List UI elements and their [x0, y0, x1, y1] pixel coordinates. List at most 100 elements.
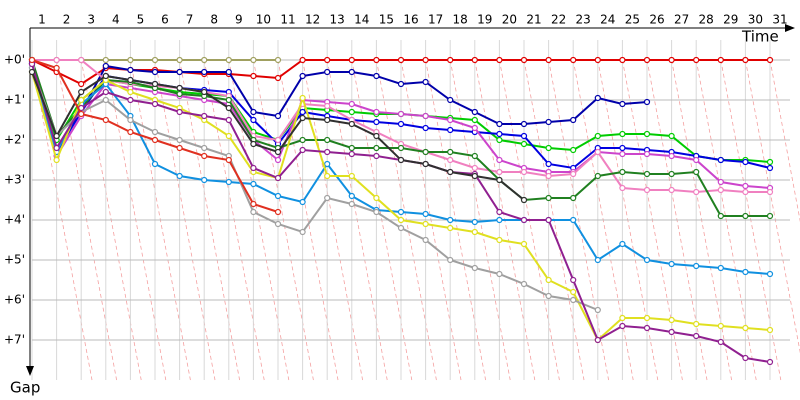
point — [201, 176, 208, 184]
point — [643, 314, 651, 322]
point — [594, 148, 601, 156]
point — [570, 170, 577, 178]
point — [643, 130, 651, 138]
point — [570, 276, 577, 284]
point — [520, 56, 528, 64]
point — [693, 262, 700, 270]
point — [545, 160, 552, 168]
x-tick-label: 6 — [161, 13, 169, 27]
point — [151, 128, 159, 136]
point — [176, 136, 183, 144]
x-tick-label: 19 — [477, 13, 492, 27]
point — [717, 186, 724, 194]
point — [348, 172, 355, 180]
point — [348, 108, 355, 116]
y-tick-label: +1' — [4, 93, 25, 107]
point — [742, 268, 749, 276]
point — [422, 160, 429, 168]
point — [397, 156, 405, 164]
point — [471, 264, 478, 272]
point — [250, 200, 257, 208]
point — [496, 176, 503, 184]
point — [471, 116, 478, 124]
point — [742, 324, 749, 332]
point — [324, 172, 331, 180]
point — [397, 208, 405, 216]
point — [447, 224, 454, 232]
point — [594, 336, 601, 344]
point — [274, 220, 282, 228]
point — [766, 212, 774, 220]
x-tick-label: 20 — [502, 13, 517, 27]
point — [545, 194, 552, 202]
point — [619, 314, 626, 322]
x-tick-label: 16 — [403, 13, 418, 27]
x-tick-label: 1 — [38, 13, 46, 27]
point — [693, 168, 700, 176]
point — [225, 178, 232, 186]
point — [496, 130, 503, 138]
point — [570, 116, 577, 124]
y-tick-label: +5' — [4, 253, 25, 267]
point — [643, 186, 651, 194]
point — [201, 112, 208, 120]
point — [496, 156, 503, 164]
point — [348, 68, 355, 76]
point — [668, 132, 675, 140]
x-tick-label: 3 — [87, 13, 95, 27]
point — [766, 164, 774, 172]
point — [742, 56, 749, 64]
point — [373, 152, 380, 160]
point — [717, 56, 724, 64]
point — [250, 56, 257, 64]
point — [53, 64, 60, 72]
point — [274, 148, 282, 156]
point — [151, 56, 159, 64]
point — [127, 116, 134, 124]
point — [348, 192, 355, 200]
point — [250, 164, 257, 172]
point — [151, 160, 159, 168]
point — [102, 116, 109, 124]
point — [176, 172, 183, 180]
point — [447, 216, 454, 224]
x-tick-label: 2 — [63, 13, 71, 27]
point — [397, 80, 405, 88]
point — [102, 56, 109, 64]
point — [668, 316, 675, 324]
point — [766, 326, 774, 334]
point — [274, 112, 282, 120]
series-line — [31, 67, 599, 311]
point — [422, 236, 429, 244]
point — [570, 146, 577, 154]
point — [447, 148, 454, 156]
point — [299, 114, 306, 122]
point — [151, 136, 159, 144]
point — [496, 270, 503, 278]
point — [520, 196, 528, 204]
point — [717, 264, 724, 272]
point — [176, 84, 183, 92]
point — [53, 56, 60, 64]
point — [348, 144, 355, 152]
point — [668, 260, 675, 268]
point — [127, 56, 134, 64]
point — [201, 68, 208, 76]
point — [422, 148, 429, 156]
point — [471, 164, 478, 172]
point — [324, 116, 331, 124]
point — [668, 152, 675, 160]
point — [496, 216, 503, 224]
point — [373, 108, 380, 116]
point — [176, 144, 183, 152]
point — [520, 140, 528, 148]
y-tick-label: +2' — [4, 133, 25, 147]
point — [78, 96, 85, 104]
point — [53, 144, 60, 152]
point — [176, 90, 183, 98]
x-tick-label: 5 — [137, 13, 145, 27]
point — [348, 100, 355, 108]
x-tick-label: 25 — [625, 13, 640, 27]
x-tick-label: 21 — [526, 13, 541, 27]
point — [643, 56, 651, 64]
